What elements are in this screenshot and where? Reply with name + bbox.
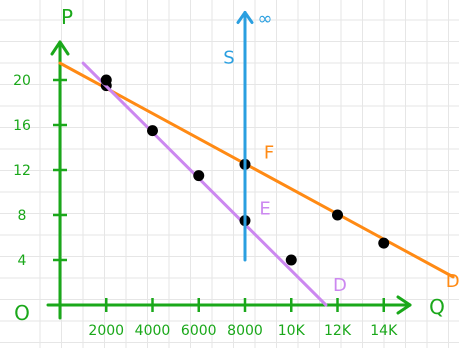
y-tick-label: 8 [18, 208, 27, 224]
labels-layer: P Q O 2000 4000 6000 8000 10K 12K 14K 4 8 12 16 20 D' D F… [13, 5, 459, 339]
x-tick-label: 12K [324, 323, 352, 339]
x-axis-title: Q [429, 295, 445, 319]
y-tick-label: 20 [13, 73, 31, 89]
data-point [100, 74, 112, 86]
x-axis-arrow [396, 295, 412, 315]
y-tick-label: 16 [13, 118, 31, 134]
annotation-label: ∞ [258, 9, 273, 30]
x-tick-label: 10K [278, 323, 306, 339]
series-label-d: D [333, 275, 347, 296]
data-point [285, 254, 297, 266]
y-axis-title: P [61, 5, 73, 29]
x-tick-label: 6000 [181, 323, 217, 339]
origin-label: O [14, 301, 30, 325]
y-axis-arrow [50, 40, 70, 56]
data-point [332, 209, 343, 221]
annotation-label: S [223, 48, 234, 69]
data-point [193, 170, 205, 182]
series-layer [58, 11, 455, 307]
series-line-d [81, 61, 328, 307]
supply-arrow [236, 11, 254, 24]
x-tick-label: 8000 [227, 323, 263, 339]
data-point [147, 125, 158, 137]
data-point [378, 237, 390, 249]
annotation-label: E [259, 199, 270, 220]
x-tick-label: 2000 [88, 323, 124, 339]
x-tick-label: 4000 [135, 323, 171, 339]
x-tick-label: 14K [370, 323, 398, 339]
axes [46, 40, 412, 320]
y-tick-label: 4 [18, 253, 27, 269]
y-tick-label: 12 [13, 163, 31, 179]
series-label-d: D' [446, 271, 459, 292]
annotation-label: F [264, 142, 274, 163]
